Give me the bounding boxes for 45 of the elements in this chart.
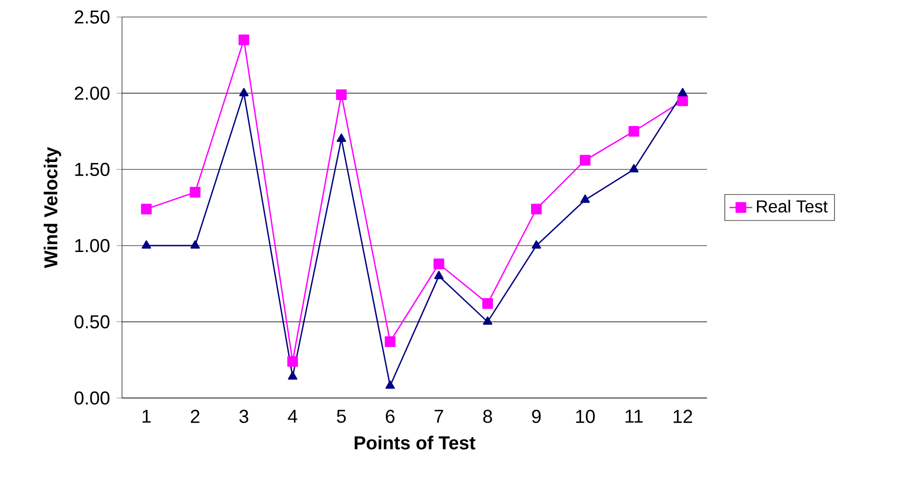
- point: [482, 298, 493, 309]
- point: [580, 194, 590, 203]
- point: [678, 88, 688, 96]
- x-tick-label: 12: [674, 410, 692, 423]
- x-tick-label: 10: [576, 410, 595, 424]
- point: [434, 270, 444, 280]
- point: [628, 126, 640, 137]
- point: [287, 356, 298, 367]
- y-tick-label: 2.00: [74, 86, 110, 100]
- y-tick-label: 1.50: [75, 162, 110, 176]
- point: [482, 316, 492, 325]
- point: [629, 164, 639, 172]
- point: [336, 134, 346, 142]
- x-tick-label: 7: [434, 410, 444, 423]
- point: [141, 204, 152, 214]
- legend-label: Real Test: [757, 200, 828, 213]
- point: [238, 34, 250, 46]
- x-tick-label: 9: [532, 410, 541, 424]
- x-tick-label: 3: [239, 410, 248, 424]
- point: [580, 154, 590, 166]
- y-tick-label: 2.50: [74, 10, 110, 24]
- y-tick-label: 0.00: [74, 391, 110, 405]
- point: [531, 204, 542, 214]
- point: [677, 95, 688, 106]
- x-tick-label: 2: [190, 410, 200, 423]
- x-tick-label: 5: [336, 410, 346, 423]
- x-tick-label: 1: [142, 410, 151, 423]
- x-tick-label: 8: [483, 410, 492, 424]
- x-tick-label: 6: [386, 410, 394, 424]
- y-axis-title: Wind Velocity: [44, 146, 62, 268]
- x-axis-title: Points of Test: [354, 436, 476, 450]
- x-tick-label: 11: [626, 410, 643, 423]
- point: [190, 240, 200, 249]
- point: [190, 186, 200, 198]
- point: [384, 336, 396, 347]
- point: [288, 371, 298, 380]
- x-tick-label: 4: [288, 410, 298, 423]
- point: [434, 258, 444, 270]
- y-tick-label: 1.00: [75, 238, 110, 252]
- point: [385, 380, 395, 389]
- point: [142, 240, 152, 249]
- y-tick-label: 0.50: [74, 315, 110, 328]
- point: [532, 240, 542, 249]
- point: [239, 88, 249, 96]
- point: [336, 89, 347, 100]
